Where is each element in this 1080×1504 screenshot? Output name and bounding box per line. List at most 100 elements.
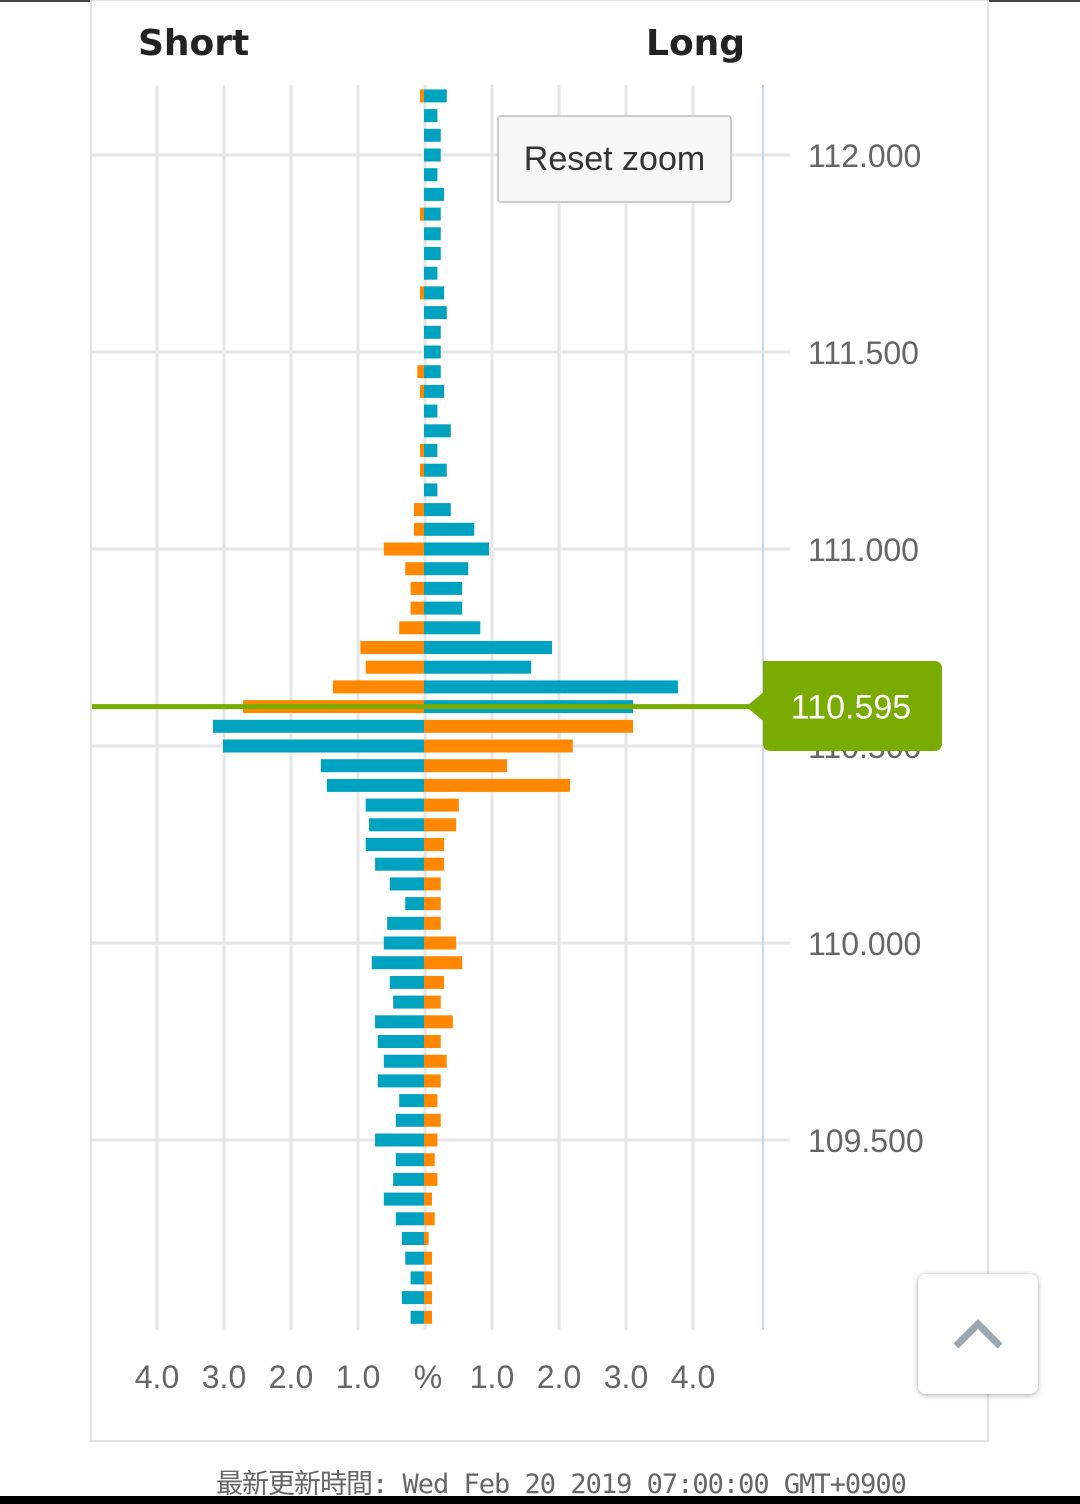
long-bar (424, 365, 441, 379)
short-bar (365, 798, 424, 812)
long-bar (424, 424, 451, 438)
long-bar (424, 1212, 435, 1226)
long-bar (424, 680, 678, 694)
long-bar (424, 778, 571, 792)
long-bar (424, 857, 445, 871)
short-bar (405, 897, 424, 911)
long-bar (424, 1054, 447, 1068)
scroll-to-top-button[interactable] (918, 1274, 1038, 1394)
short-bar (389, 975, 424, 989)
bars (212, 89, 678, 1324)
short-bar (419, 384, 424, 398)
long-bar (424, 1291, 433, 1305)
long-bar (424, 1310, 433, 1324)
long-bar (424, 1271, 433, 1285)
long-bar (424, 1153, 435, 1167)
short-bar (383, 936, 424, 950)
short-bar (401, 1232, 424, 1245)
short-bar (393, 995, 424, 1009)
chevron-up-icon (953, 1319, 1003, 1349)
short-bar (365, 660, 424, 674)
short-bar (375, 1015, 424, 1029)
long-bar (424, 897, 441, 911)
long-bar (424, 562, 469, 576)
short-bar (413, 503, 424, 517)
percent-tick-label-right: 2.0 (537, 1359, 581, 1395)
long-bar (424, 1192, 433, 1206)
short-bar (401, 1291, 424, 1305)
long-title: Long (646, 23, 745, 64)
long-bar (424, 1232, 429, 1245)
percent-tick-label-right: 1.0 (470, 1359, 514, 1395)
long-bar (424, 325, 441, 339)
long-bar (424, 542, 489, 556)
short-bar (410, 601, 424, 615)
short-bar (375, 857, 424, 871)
long-bar (424, 89, 447, 103)
long-bar (424, 660, 532, 674)
short-bar (405, 562, 424, 576)
short-bar (389, 877, 424, 891)
short-bar (375, 1133, 424, 1147)
long-bar (424, 975, 445, 989)
short-bar (395, 1113, 424, 1127)
short-bar (410, 1271, 424, 1285)
short-bar (405, 1251, 424, 1265)
short-bar (413, 522, 424, 536)
short-bar (365, 838, 424, 851)
short-bar (371, 956, 424, 970)
long-bar (424, 1015, 453, 1029)
long-bar (424, 1074, 441, 1088)
long-bar (424, 1172, 438, 1186)
price-tick-label: 110.000 (808, 926, 921, 962)
short-bar (387, 916, 424, 930)
short-bar (419, 207, 424, 221)
long-bar (424, 503, 451, 517)
long-bar (424, 128, 441, 142)
short-bar (383, 1054, 424, 1068)
short-bar (223, 739, 424, 753)
long-bar (424, 1035, 441, 1048)
long-bar (424, 581, 463, 595)
long-bar (424, 739, 573, 753)
long-bar (424, 621, 481, 635)
last-updated-text: 最新更新時間: Wed Feb 20 2019 07:00:00 GMT+090… (216, 1469, 907, 1500)
percent-axis-labels: 4.0 3.0 2.0 1.0% 1.0 2.0 3.0 4.0 (135, 1359, 715, 1395)
long-bar (424, 936, 457, 950)
short-bar (332, 680, 424, 694)
long-bar (424, 247, 441, 260)
long-bar (424, 798, 459, 812)
long-bar (424, 1133, 438, 1147)
long-bar (424, 266, 438, 280)
current-price-label: 110.595 (791, 689, 911, 727)
short-bar (395, 1153, 424, 1167)
long-bar (424, 109, 438, 123)
short-title: Short (138, 23, 249, 64)
long-bar (424, 838, 445, 851)
short-bar (383, 542, 424, 556)
long-bar (424, 286, 445, 300)
short-bar (377, 1074, 424, 1088)
percent-tick-label-left: 1.0 (336, 1359, 380, 1395)
short-bar (369, 818, 424, 832)
short-bar (419, 444, 424, 457)
price-tick-label: 111.000 (808, 532, 919, 568)
percent-tick-label-left: 4.0 (135, 1359, 179, 1395)
short-bar (419, 89, 424, 103)
long-bar (424, 759, 508, 773)
long-bar (424, 522, 475, 536)
short-bar (410, 581, 424, 595)
long-bar (424, 1251, 433, 1265)
percent-unit-label: % (414, 1359, 442, 1395)
long-bar (424, 719, 634, 733)
long-bar (424, 463, 447, 477)
long-bar (424, 916, 441, 930)
long-bar (424, 877, 441, 891)
percent-tick-label-left: 3.0 (202, 1359, 246, 1395)
short-bar (395, 1212, 424, 1226)
long-bar (424, 818, 457, 832)
reset-zoom-button[interactable]: Reset zoom (497, 115, 732, 203)
price-tick-label: 112.000 (808, 138, 921, 174)
long-bar (424, 187, 445, 201)
